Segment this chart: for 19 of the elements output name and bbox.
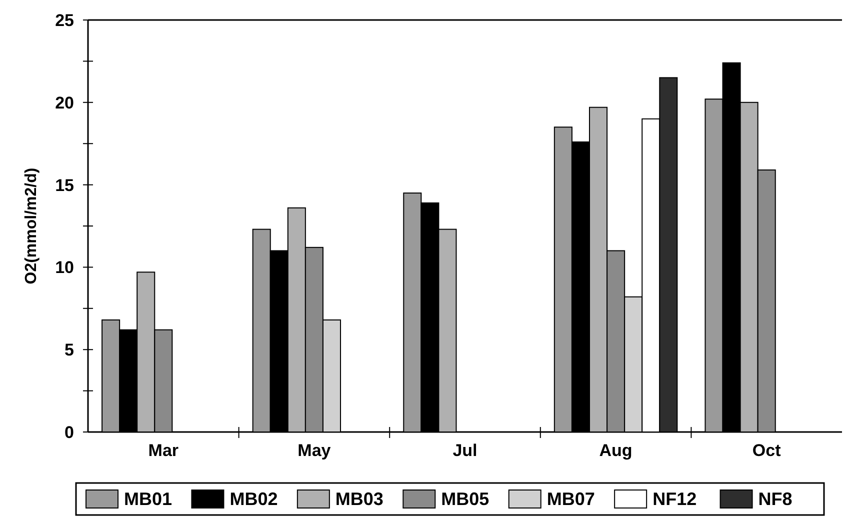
legend-label: MB01 (124, 489, 172, 509)
x-tick-label: Oct (752, 441, 782, 460)
legend-label: MB05 (441, 489, 490, 509)
x-tick-label: Mar (148, 441, 179, 460)
y-tick-label: 0 (64, 422, 74, 442)
x-tick-label: Aug (599, 441, 632, 460)
x-tick-label: Jul (452, 441, 478, 460)
legend-label: MB02 (230, 489, 278, 509)
x-tick-label: May (298, 441, 332, 460)
y-axis-title: O2(mmol/m2/d) (23, 168, 40, 284)
legend-label: NF8 (758, 489, 792, 509)
legend-label: MB07 (546, 489, 595, 509)
y-tick-label: 10 (55, 258, 74, 278)
y-tick-label: 20 (55, 93, 74, 112)
legend-label: MB03 (335, 489, 384, 509)
legend-label: NF12 (652, 489, 697, 509)
y-tick-label: 15 (55, 176, 74, 195)
y-tick-label: 25 (55, 10, 74, 30)
y-tick-label: 5 (64, 340, 74, 360)
